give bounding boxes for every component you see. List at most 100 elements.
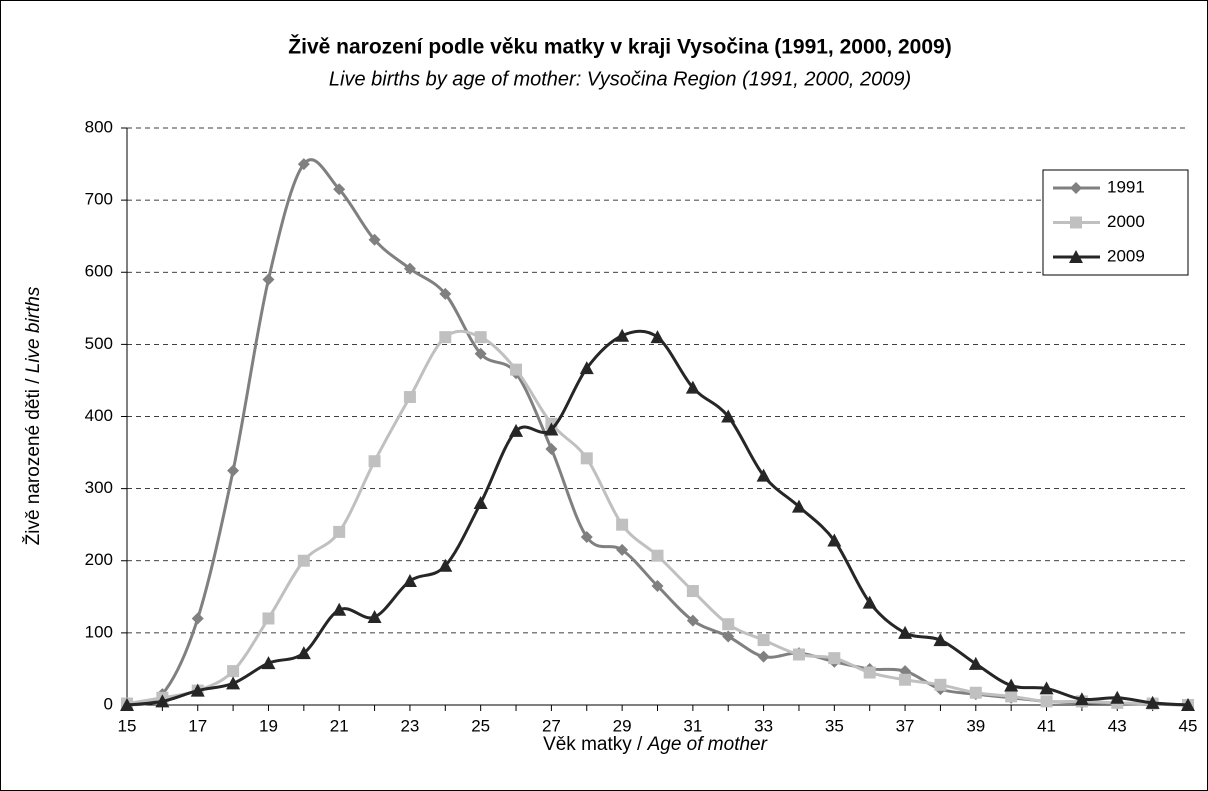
x-tick-label: 25 xyxy=(471,716,490,735)
legend-label: 2000 xyxy=(1107,212,1145,231)
marker xyxy=(120,698,134,711)
marker xyxy=(827,533,842,547)
x-tick-label: 27 xyxy=(542,716,561,735)
marker xyxy=(757,634,770,647)
marker xyxy=(227,665,240,678)
y-label-cs: Živě narozené děti / xyxy=(22,378,44,546)
x-label-cs: Věk matky / xyxy=(543,734,643,755)
marker xyxy=(1040,695,1053,708)
marker xyxy=(1070,182,1082,194)
marker xyxy=(651,549,664,562)
marker xyxy=(403,262,416,275)
legend-label: 1991 xyxy=(1107,177,1145,196)
marker xyxy=(296,646,311,660)
x-label-en: Age of mother xyxy=(647,734,768,755)
marker xyxy=(898,625,913,639)
y-tick-label: 500 xyxy=(85,334,113,353)
marker xyxy=(474,347,487,360)
marker xyxy=(262,612,275,625)
marker xyxy=(899,673,912,686)
x-tick-label: 39 xyxy=(966,716,985,735)
marker xyxy=(721,409,736,423)
marker xyxy=(227,464,240,477)
marker xyxy=(969,686,982,699)
marker xyxy=(368,233,381,246)
marker xyxy=(828,652,841,665)
marker xyxy=(510,363,523,376)
marker xyxy=(615,328,630,342)
x-tick-label: 37 xyxy=(896,716,915,735)
x-tick-label: 17 xyxy=(188,716,207,735)
marker xyxy=(933,633,948,647)
x-tick-label: 45 xyxy=(1179,716,1198,735)
marker xyxy=(155,694,170,708)
marker xyxy=(756,468,771,482)
marker xyxy=(438,558,453,572)
x-tick-label: 21 xyxy=(330,716,349,735)
marker xyxy=(686,585,699,598)
marker xyxy=(1039,681,1054,695)
marker xyxy=(191,612,204,625)
marker xyxy=(297,158,310,171)
x-tick-label: 19 xyxy=(259,716,278,735)
marker xyxy=(792,648,805,661)
marker xyxy=(1004,678,1019,692)
marker xyxy=(544,422,559,436)
marker xyxy=(1110,690,1125,704)
marker xyxy=(968,656,983,670)
marker xyxy=(509,423,524,437)
marker xyxy=(367,610,382,624)
marker xyxy=(439,331,452,344)
marker xyxy=(332,602,347,616)
marker xyxy=(1070,216,1082,229)
marker xyxy=(579,361,594,375)
marker xyxy=(262,273,275,286)
marker xyxy=(1145,695,1160,709)
marker xyxy=(1069,250,1083,263)
marker xyxy=(297,554,310,567)
marker xyxy=(722,618,735,631)
marker xyxy=(1181,698,1195,711)
x-axis-label: Věk matky / Age of mother xyxy=(543,734,768,755)
x-tick-label: 23 xyxy=(400,716,419,735)
marker xyxy=(439,287,452,300)
marker xyxy=(545,442,558,455)
marker xyxy=(368,455,381,468)
marker xyxy=(580,530,593,543)
y-tick-label: 0 xyxy=(104,694,113,713)
marker xyxy=(862,595,877,609)
y-tick-label: 300 xyxy=(85,478,113,497)
marker xyxy=(333,183,346,196)
y-tick-label: 600 xyxy=(85,262,113,281)
x-tick-label: 41 xyxy=(1037,716,1056,735)
marker xyxy=(1074,692,1089,706)
y-axis-label: Živě narozené děti / Live births xyxy=(22,286,44,545)
marker xyxy=(616,518,629,531)
y-tick-label: 800 xyxy=(85,117,113,136)
chart-title: Živě narození podle věku matky v kraji V… xyxy=(288,35,951,59)
marker xyxy=(190,683,205,697)
x-tick-label: 31 xyxy=(683,716,702,735)
marker xyxy=(616,543,629,556)
y-tick-label: 400 xyxy=(85,406,113,425)
x-tick-label: 33 xyxy=(754,716,773,735)
marker xyxy=(473,496,488,510)
marker xyxy=(863,666,876,679)
marker xyxy=(686,614,699,627)
x-tick-label: 35 xyxy=(825,716,844,735)
y-tick-label: 100 xyxy=(85,622,113,641)
x-tick-label: 29 xyxy=(613,716,632,735)
marker xyxy=(261,656,276,670)
marker xyxy=(1005,690,1018,703)
marker xyxy=(226,676,241,690)
marker xyxy=(580,452,593,465)
marker xyxy=(685,380,700,394)
y-tick-label: 700 xyxy=(85,190,113,209)
chart-subtitle: Live births by age of mother: Vysočina R… xyxy=(329,68,911,90)
marker xyxy=(934,678,947,691)
x-tick-label: 15 xyxy=(118,716,137,735)
marker xyxy=(791,499,806,513)
marker xyxy=(722,630,735,643)
y-tick-label: 200 xyxy=(85,550,113,569)
marker xyxy=(403,391,416,404)
